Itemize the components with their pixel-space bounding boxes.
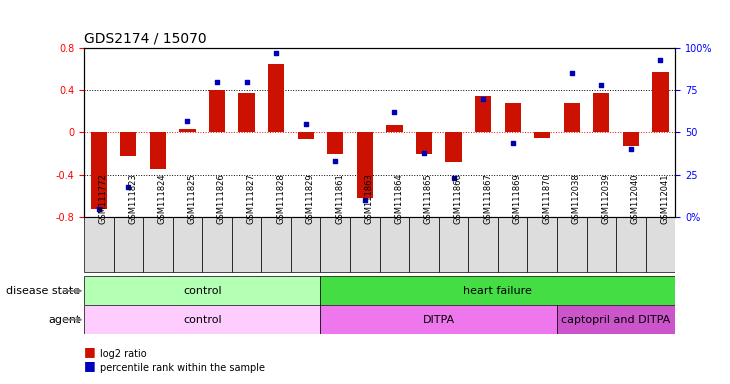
Bar: [320, 276, 675, 305]
Point: [182, 118, 193, 124]
Bar: [172, 217, 202, 272]
Text: GSM112038: GSM112038: [572, 173, 581, 224]
Point: [596, 82, 607, 88]
Text: GSM111823: GSM111823: [128, 173, 137, 224]
Bar: [268, 64, 284, 132]
Bar: [623, 132, 639, 146]
Bar: [445, 132, 461, 162]
Point: [300, 121, 312, 127]
Bar: [114, 217, 143, 272]
Point: [329, 158, 341, 164]
Bar: [320, 217, 350, 272]
Text: GSM111866: GSM111866: [453, 173, 463, 224]
Text: agent: agent: [48, 314, 80, 325]
Bar: [291, 217, 320, 272]
Point: [123, 184, 134, 190]
Bar: [180, 129, 196, 132]
Text: GDS2174 / 15070: GDS2174 / 15070: [84, 31, 207, 45]
Text: GSM111828: GSM111828: [276, 173, 285, 224]
Text: captopril and DITPA: captopril and DITPA: [561, 314, 671, 325]
Text: log2 ratio: log2 ratio: [100, 349, 147, 359]
Text: control: control: [183, 314, 221, 325]
Text: GSM111863: GSM111863: [365, 173, 374, 224]
Bar: [616, 217, 645, 272]
Point: [270, 50, 282, 56]
Text: GSM112039: GSM112039: [602, 174, 610, 224]
Bar: [409, 217, 439, 272]
Point: [625, 146, 637, 152]
Bar: [564, 103, 580, 132]
Text: GSM111869: GSM111869: [512, 173, 522, 224]
Text: GSM111829: GSM111829: [306, 174, 315, 224]
Bar: [653, 72, 669, 132]
Point: [477, 96, 489, 102]
Text: GSM111825: GSM111825: [188, 174, 196, 224]
Bar: [416, 132, 432, 154]
Text: control: control: [183, 286, 221, 296]
Text: GSM112041: GSM112041: [661, 174, 669, 224]
Text: DITPA: DITPA: [423, 314, 455, 325]
Point: [566, 70, 577, 76]
Bar: [386, 125, 402, 132]
Text: ■: ■: [84, 359, 96, 372]
Point: [359, 197, 371, 203]
Point: [93, 205, 104, 212]
Bar: [557, 217, 586, 272]
Bar: [84, 305, 320, 334]
Point: [388, 109, 400, 115]
Bar: [475, 96, 491, 132]
Text: ■: ■: [84, 345, 96, 358]
Point: [211, 79, 223, 85]
Bar: [587, 217, 616, 272]
Text: GSM111861: GSM111861: [335, 173, 345, 224]
Bar: [469, 217, 498, 272]
Bar: [143, 217, 172, 272]
Text: GSM111772: GSM111772: [99, 173, 108, 224]
Text: disease state: disease state: [6, 286, 80, 296]
Bar: [84, 217, 114, 272]
Text: heart failure: heart failure: [464, 286, 532, 296]
Bar: [320, 305, 557, 334]
Bar: [91, 132, 107, 209]
Bar: [527, 217, 557, 272]
Text: GSM111864: GSM111864: [394, 173, 404, 224]
Bar: [202, 217, 231, 272]
Bar: [380, 217, 409, 272]
Point: [241, 79, 253, 85]
Bar: [439, 217, 469, 272]
Text: GSM111824: GSM111824: [158, 174, 167, 224]
Point: [655, 57, 666, 63]
Bar: [350, 217, 380, 272]
Point: [507, 139, 518, 146]
Point: [418, 150, 430, 156]
Bar: [357, 132, 373, 198]
Text: GSM111870: GSM111870: [542, 173, 551, 224]
Bar: [261, 217, 291, 272]
Bar: [209, 90, 225, 132]
Bar: [534, 132, 550, 138]
Bar: [120, 132, 137, 156]
Bar: [327, 132, 343, 154]
Bar: [298, 132, 314, 139]
Bar: [504, 103, 520, 132]
Bar: [557, 305, 675, 334]
Bar: [593, 93, 610, 132]
Text: GSM111827: GSM111827: [247, 173, 255, 224]
Text: GSM111865: GSM111865: [424, 173, 433, 224]
Text: GSM111826: GSM111826: [217, 173, 226, 224]
Bar: [239, 93, 255, 132]
Text: percentile rank within the sample: percentile rank within the sample: [100, 363, 265, 373]
Bar: [498, 217, 527, 272]
Bar: [645, 217, 675, 272]
Bar: [150, 132, 166, 169]
Bar: [231, 217, 261, 272]
Text: GSM112040: GSM112040: [631, 174, 640, 224]
Point: [447, 175, 459, 181]
Bar: [84, 276, 320, 305]
Text: GSM111867: GSM111867: [483, 173, 492, 224]
